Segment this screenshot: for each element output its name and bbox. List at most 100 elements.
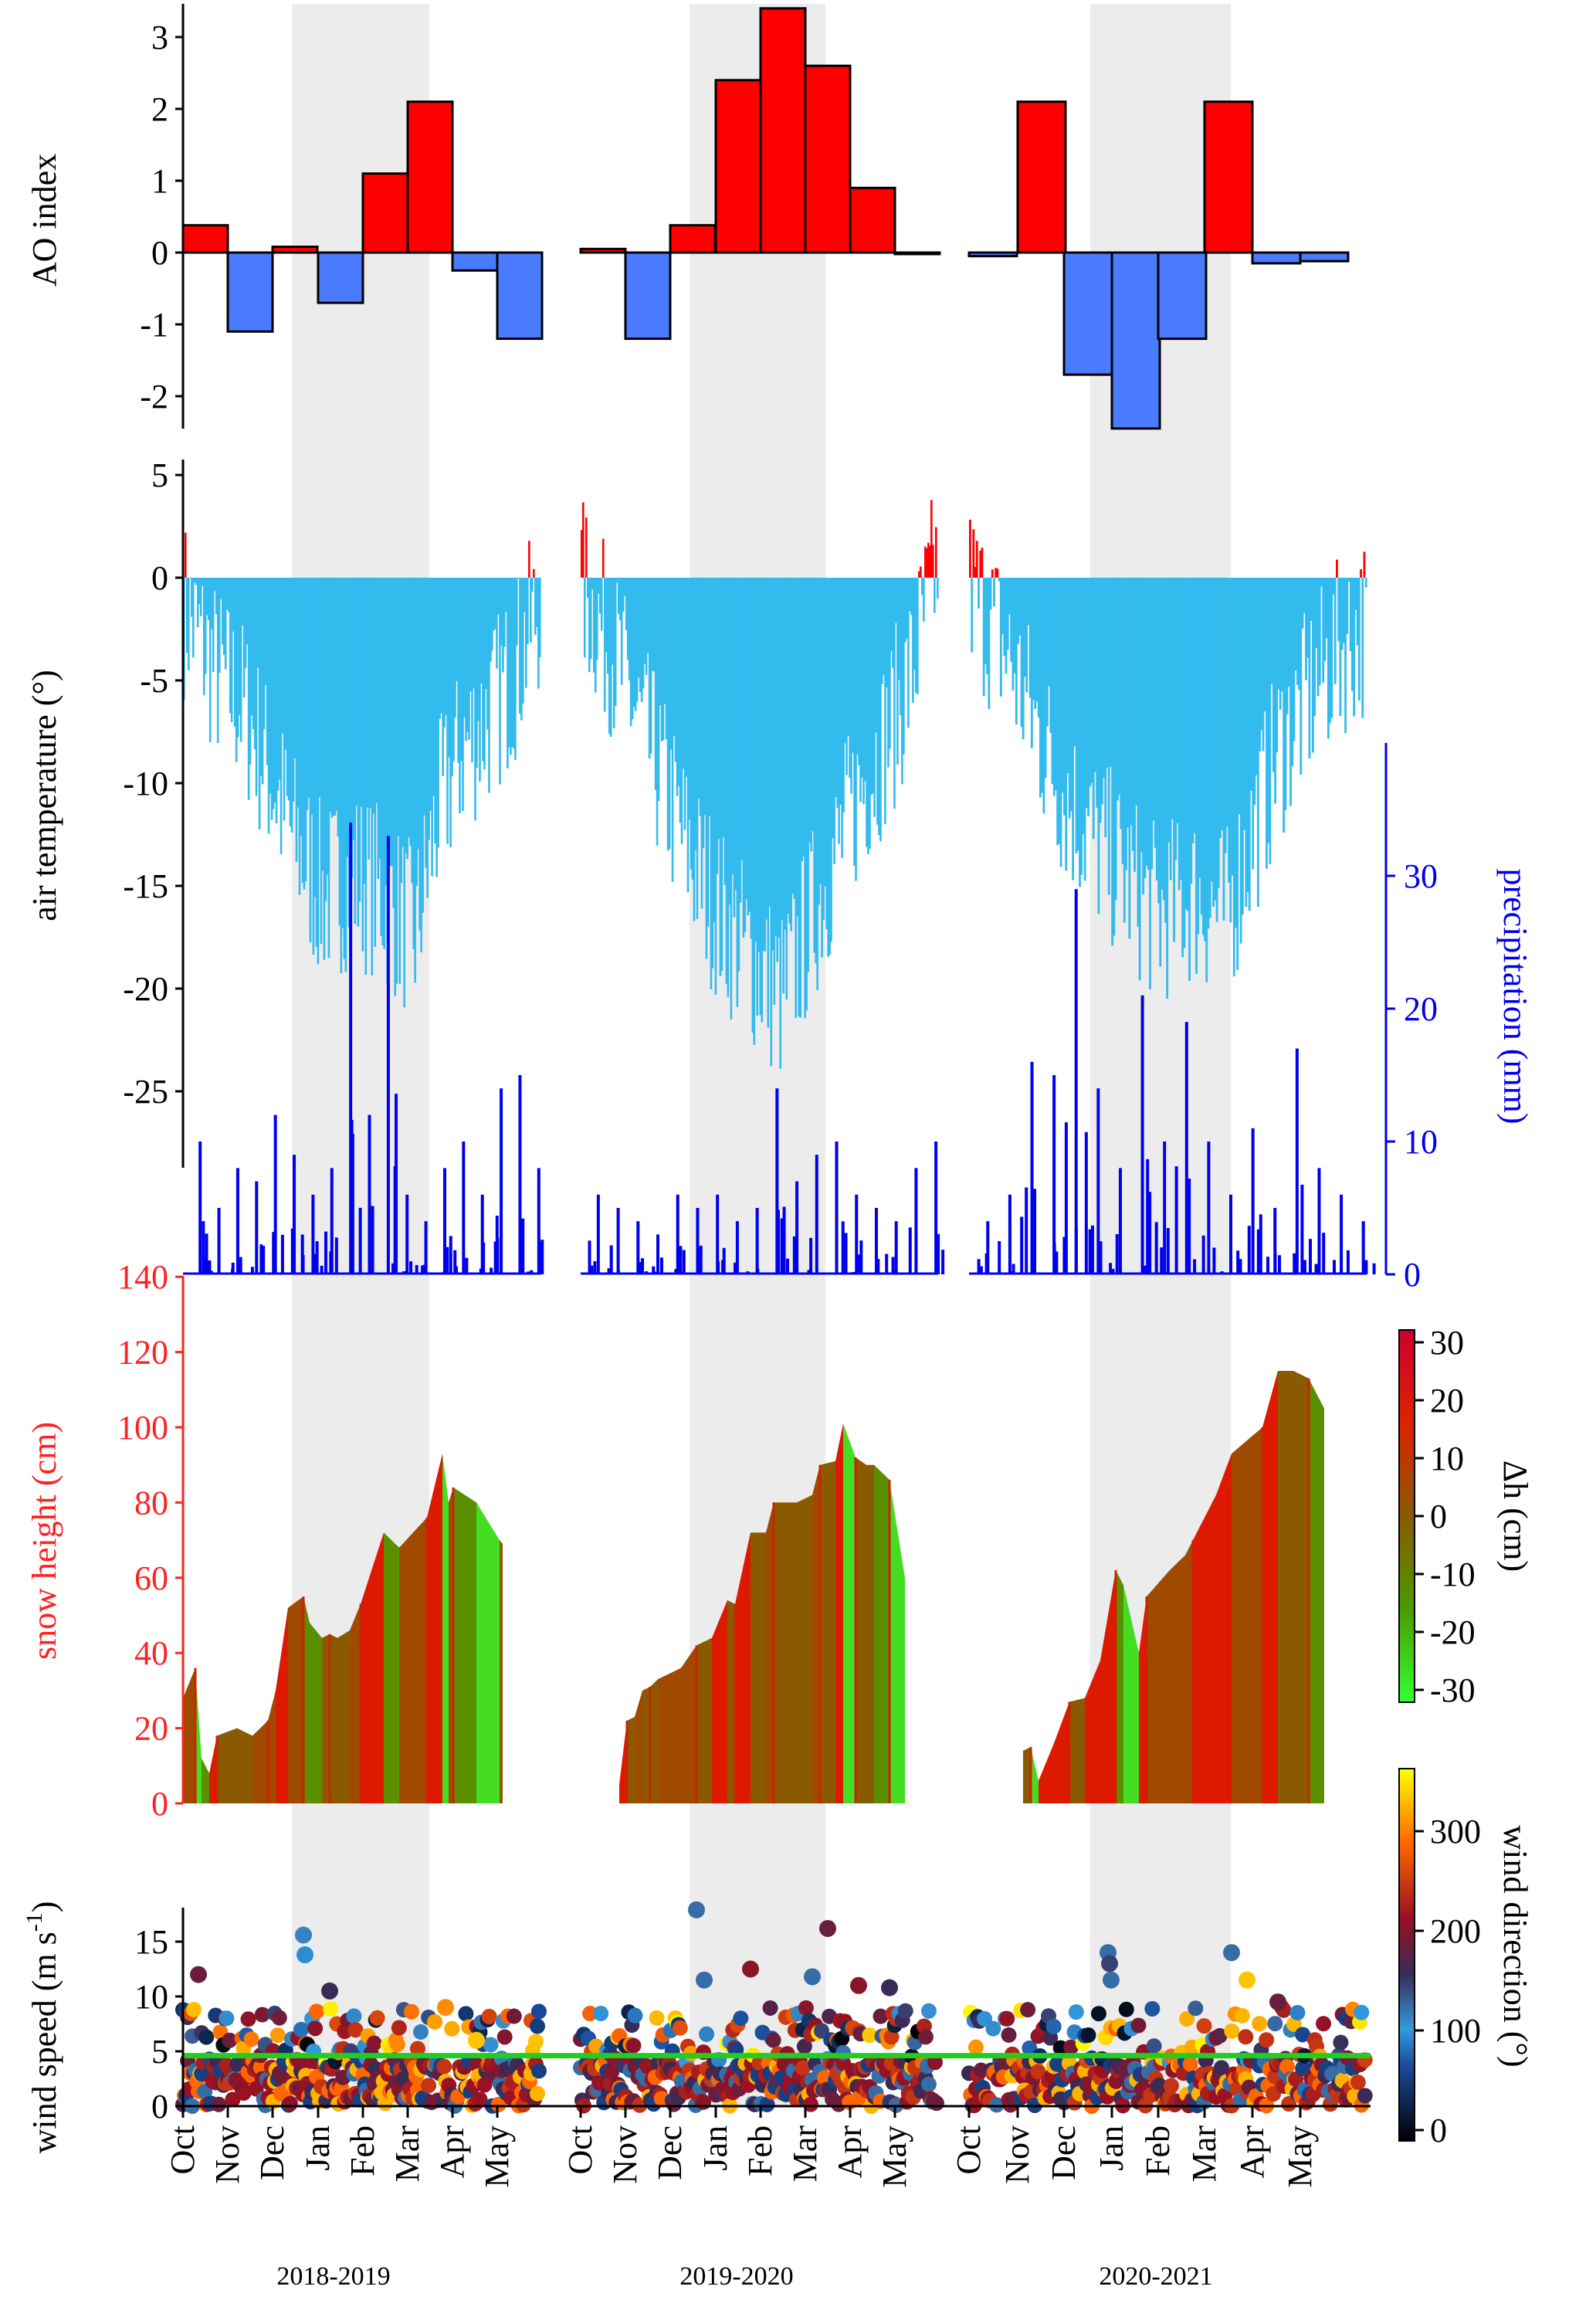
wind-point [627, 2007, 643, 2024]
precipitation-bar [734, 1262, 737, 1274]
wind-point [293, 2021, 309, 2037]
precipitation-bar [1340, 1194, 1344, 1274]
wind-point [282, 2095, 298, 2112]
precipitation-bar [1096, 1088, 1100, 1274]
temperature-bar [893, 578, 896, 809]
wind-point [1196, 2018, 1212, 2034]
temperature-bar [391, 578, 394, 867]
temperature-bar [1186, 578, 1189, 911]
temperature-bar [821, 578, 823, 958]
ao-y-ticks: -2 -1 0 1 2 3 [140, 19, 183, 416]
temperature-bar [247, 578, 250, 800]
snow-height-segment [1123, 1585, 1139, 1803]
temperature-bar [850, 578, 852, 794]
temperature-bar [1072, 578, 1075, 880]
wind-point [236, 2085, 252, 2102]
precipitation-bar [940, 1272, 944, 1274]
temperature-bar [1305, 578, 1307, 680]
temperature-bar [594, 578, 597, 693]
temperature-bar [768, 578, 771, 907]
temperature-bar [1221, 578, 1224, 830]
wind-point-highlight [1101, 1955, 1118, 1973]
wind-point [967, 2039, 984, 2055]
precipitation-bar [1166, 1228, 1170, 1274]
temperature-bar [774, 578, 778, 936]
snow-height-segment [642, 1687, 650, 1803]
x-axis: Oct Nov Dec Jan Feb Mar Apr May Oct Nov Dec Jan Feb M… [164, 2106, 1319, 2291]
temperature-bar [770, 578, 773, 1067]
precipitation-bar [795, 1181, 799, 1274]
temperature-bar [1293, 578, 1296, 741]
temperature-bar [242, 578, 246, 698]
temperature-bar [1184, 578, 1188, 910]
snow-height-segment [1069, 1698, 1085, 1803]
temperature-bar [668, 578, 671, 850]
wind-point [1001, 2027, 1017, 2043]
temperature-bar [1349, 578, 1352, 652]
snow-height-segment [195, 1667, 202, 1803]
precipitation-bar [977, 1259, 981, 1274]
precipitation-bar [1273, 1208, 1277, 1274]
temperature-bar [525, 578, 527, 688]
temperature-bar [1051, 578, 1054, 785]
temperature-bar [276, 578, 280, 791]
precipitation-bar [590, 1265, 594, 1274]
precipitation-bar [415, 1264, 418, 1274]
temperature-bar [776, 578, 779, 962]
temperature-bar [397, 578, 399, 836]
precipitation-bar [239, 1257, 242, 1274]
precipitation-bar [1154, 1222, 1158, 1274]
temperature-bar [1270, 578, 1273, 684]
precipitation-bar [1074, 889, 1078, 1274]
wind-direction-colorbar-label: wind direction (°) [1496, 1825, 1534, 2067]
temperature-bar [340, 578, 343, 974]
snow-height-segment [399, 1517, 427, 1803]
temperature-bar [1054, 578, 1057, 791]
precipitation-bar [368, 1114, 371, 1274]
wind-point [1179, 2010, 1195, 2027]
temperature-bar [261, 578, 264, 785]
precipitation-bar [894, 1221, 898, 1274]
temperature-bar [280, 578, 283, 854]
temperature-bar [657, 578, 660, 802]
temperature-bar [394, 578, 397, 996]
precipitation-bar [716, 1194, 720, 1274]
temperature-bar [750, 578, 753, 939]
temperature-bar [710, 578, 713, 990]
temperature-bar [822, 578, 825, 920]
temperature-bar [440, 578, 442, 714]
precipitation-bar [480, 1194, 484, 1274]
precipitation-bar [1188, 1179, 1191, 1274]
snow-height-segment [330, 1633, 337, 1803]
temperature-bar [368, 578, 371, 860]
temperature-bar [1052, 578, 1056, 796]
temperature-bar [601, 538, 605, 578]
precipitation-bar [809, 1237, 813, 1274]
precipitation-bar [330, 1168, 334, 1274]
temperature-bar [497, 578, 500, 615]
ao-bar-2019-2020-Feb [759, 7, 807, 254]
temperature-bar [1212, 578, 1215, 907]
precipitation-bar [1140, 995, 1144, 1274]
temperature-bar [313, 578, 317, 897]
temperature-bar [816, 578, 818, 991]
precipitation-bar [674, 1269, 678, 1274]
precipitation-bar [984, 1253, 988, 1274]
temperature-bar [1347, 578, 1350, 582]
temperature-bar [853, 578, 856, 866]
precipitation-bar [409, 1261, 413, 1274]
temperature-bar [727, 578, 730, 997]
snow-height-segment [1232, 1427, 1262, 1803]
wind-point [1146, 2038, 1162, 2054]
temperature-bar [292, 578, 295, 802]
ao-bar-2019-2020-Jan [714, 79, 762, 254]
temperature-bar [435, 578, 438, 877]
temperature-bar [839, 578, 842, 805]
temperature-bar [719, 578, 722, 976]
wind-point [1068, 2004, 1084, 2020]
wind-point [403, 2003, 419, 2020]
temperature-bar [646, 578, 649, 653]
wind-point [1188, 2000, 1204, 2017]
wind-point [928, 2095, 944, 2112]
temperature-bar [1137, 578, 1140, 927]
